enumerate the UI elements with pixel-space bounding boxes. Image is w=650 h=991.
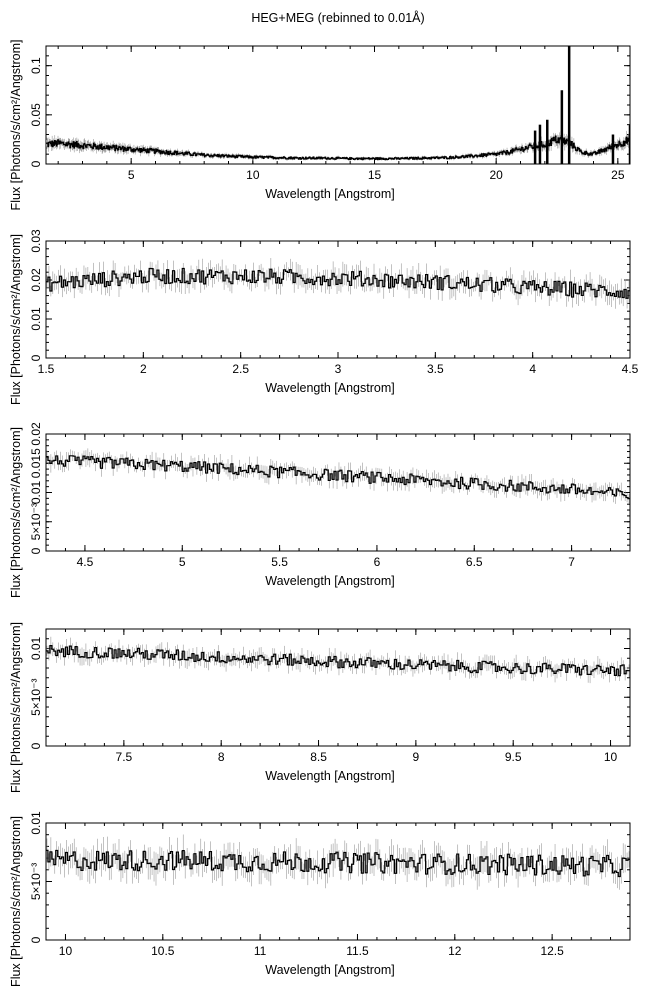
y-axis-label: Flux [Photons/s/cm²/Angstrom] bbox=[9, 40, 23, 211]
x-tick-label: 10 bbox=[246, 168, 260, 182]
y-tick-label: 0.02 bbox=[29, 268, 43, 292]
y-tick-label: 0.015 bbox=[29, 448, 43, 478]
spectrum-series bbox=[46, 636, 630, 684]
y-tick-label: 0.03 bbox=[29, 229, 43, 253]
y-tick-label: 5×10⁻³ bbox=[29, 679, 43, 716]
x-tick-label: 10.5 bbox=[151, 944, 175, 958]
spectrum-line bbox=[46, 849, 630, 878]
figure-title: HEG+MEG (rebinned to 0.01Å) bbox=[251, 10, 424, 25]
x-tick-label: 7 bbox=[568, 555, 575, 569]
y-tick-label: 0 bbox=[29, 936, 43, 943]
x-tick-label: 9 bbox=[413, 750, 420, 764]
panel-2: 1.5 2 2.5 3 3.5 4 4.5 0 0.01 0.02 0.03 Wavelength [… bbox=[9, 229, 639, 405]
x-tick-label: 3 bbox=[335, 362, 342, 376]
y-axis-label: Flux [Photons/s/cm²/Angstrom] bbox=[9, 816, 23, 987]
x-axis-label: Wavelength [Angstrom] bbox=[265, 769, 394, 783]
spectrum-line bbox=[46, 267, 630, 299]
panel-3: 4.5 5 5.5 6 6.5 7 0 5×10⁻³0.01 0.015 0.02 Waveleng… bbox=[9, 422, 631, 598]
spectrum-series bbox=[46, 46, 630, 164]
panel-1: 5 10 15 20 25 0 0.05 0.1 Wavelength [Angstrom] Fl… bbox=[9, 40, 631, 211]
y-tick-label: 0.01 bbox=[29, 480, 43, 504]
x-tick-label: 8 bbox=[218, 750, 225, 764]
error-bars bbox=[46, 636, 630, 684]
plot-frame bbox=[45, 433, 631, 552]
x-tick-label: 25 bbox=[611, 168, 625, 182]
x-tick-label: 5 bbox=[128, 168, 135, 182]
y-tick-label: 0 bbox=[29, 742, 43, 749]
y-tick-label: 0.01 bbox=[29, 811, 43, 835]
y-tick-label: 0 bbox=[29, 354, 43, 361]
y-tick-label: 0.01 bbox=[29, 307, 43, 331]
plot-frame bbox=[45, 240, 631, 359]
x-tick-label: 20 bbox=[489, 168, 503, 182]
error-bars bbox=[46, 834, 630, 890]
spectrum-line bbox=[46, 645, 630, 677]
x-tick-label: 4.5 bbox=[77, 555, 94, 569]
spectrum-series bbox=[46, 834, 630, 890]
x-tick-label: 11 bbox=[254, 944, 267, 958]
x-axis-label: Wavelength [Angstrom] bbox=[265, 963, 394, 977]
plot-frame bbox=[45, 628, 631, 747]
x-tick-label: 6.5 bbox=[466, 555, 483, 569]
panel-5: 10 10.5 11 11.5 12 12.5 0 5×10⁻³ 0.01 Wavelength … bbox=[9, 811, 631, 987]
x-axis-label: Wavelength [Angstrom] bbox=[265, 381, 394, 395]
x-tick-label: 15 bbox=[368, 168, 382, 182]
x-tick-label: 9.5 bbox=[505, 750, 522, 764]
x-tick-label: 7.5 bbox=[116, 750, 133, 764]
y-axis-label: Flux [Photons/s/cm²/Angstrom] bbox=[9, 622, 23, 793]
x-tick-label: 6 bbox=[374, 555, 381, 569]
y-tick-label: 5×10⁻³ bbox=[29, 863, 43, 900]
x-tick-label: 1.5 bbox=[38, 362, 55, 376]
y-axis-label: Flux [Photons/s/cm²/Angstrom] bbox=[9, 234, 23, 405]
x-tick-label: 10 bbox=[604, 750, 618, 764]
x-tick-label: 2 bbox=[140, 362, 147, 376]
y-tick-label: 0 bbox=[29, 160, 43, 167]
panel-4: 7.5 8 8.5 9 9.5 10 0 5×10⁻³ 0.01 Wavelength [Angs… bbox=[9, 622, 631, 793]
y-tick-label: 0.05 bbox=[29, 103, 43, 127]
x-tick-label: 11.5 bbox=[346, 944, 369, 958]
y-tick-label: 0.1 bbox=[29, 57, 43, 74]
x-tick-label: 5 bbox=[179, 555, 186, 569]
x-tick-label: 5.5 bbox=[271, 555, 288, 569]
y-tick-label: 5×10⁻³ bbox=[29, 503, 43, 540]
spectrum-series bbox=[46, 258, 630, 309]
x-tick-label: 3.5 bbox=[427, 362, 444, 376]
x-tick-label: 4.5 bbox=[622, 362, 639, 376]
x-tick-label: 2.5 bbox=[232, 362, 249, 376]
y-tick-label: 0.01 bbox=[29, 636, 43, 660]
x-axis-label: Wavelength [Angstrom] bbox=[265, 574, 394, 588]
y-axis-label: Flux [Photons/s/cm²/Angstrom] bbox=[9, 427, 23, 598]
x-tick-label: 12 bbox=[448, 944, 462, 958]
x-axis-label: Wavelength [Angstrom] bbox=[265, 187, 394, 201]
spectrum-line bbox=[46, 455, 630, 500]
x-tick-label: 8.5 bbox=[310, 750, 327, 764]
x-tick-label: 12.5 bbox=[540, 944, 564, 958]
x-tick-label: 4 bbox=[529, 362, 536, 376]
x-tick-label: 10 bbox=[59, 944, 73, 958]
y-tick-label: 0.02 bbox=[29, 422, 43, 446]
y-tick-label: 0 bbox=[29, 547, 43, 554]
spectrum-line bbox=[46, 134, 630, 161]
plot-frame bbox=[45, 822, 631, 941]
spectrum-series bbox=[46, 448, 630, 504]
